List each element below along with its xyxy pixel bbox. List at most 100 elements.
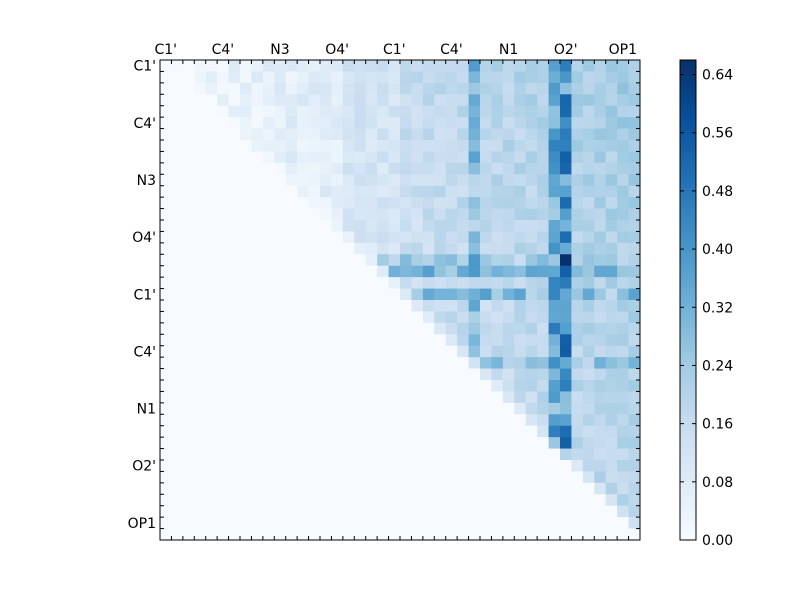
heatmap-cell <box>571 254 584 267</box>
heatmap-cell <box>548 185 561 198</box>
heatmap-cell <box>205 437 218 449</box>
heatmap-cell <box>388 494 401 507</box>
heatmap-cell <box>411 174 424 187</box>
heatmap-cell <box>411 494 424 507</box>
heatmap-cell <box>628 402 641 415</box>
heatmap-cell <box>537 151 549 164</box>
heatmap-cell <box>240 357 252 369</box>
heatmap-cell <box>240 162 252 175</box>
heatmap-cell <box>502 414 515 427</box>
colorbar <box>679 59 697 541</box>
heatmap-cell <box>548 448 561 461</box>
heatmap-cell <box>434 391 447 404</box>
heatmap-cell <box>582 448 595 461</box>
heatmap-cell <box>171 494 184 507</box>
heatmap-cell <box>262 505 275 518</box>
heatmap-cell <box>388 197 401 209</box>
heatmap-cell <box>251 380 264 392</box>
heatmap-cell <box>411 402 424 415</box>
heatmap-cell <box>377 265 389 278</box>
heatmap-cell <box>331 300 344 312</box>
heatmap-cell <box>571 448 584 461</box>
heatmap-cell <box>537 140 549 152</box>
heatmap-cell <box>365 345 378 358</box>
heatmap-cell <box>457 380 469 392</box>
heatmap-cell <box>422 94 435 107</box>
heatmap-cell <box>388 151 401 164</box>
heatmap-cell <box>171 94 184 107</box>
heatmap-cell <box>548 380 561 392</box>
heatmap-cell <box>240 448 252 461</box>
heatmap-cell <box>411 197 424 209</box>
heatmap-cell <box>502 174 515 187</box>
heatmap-cell <box>502 460 515 472</box>
heatmap-cell <box>285 197 298 209</box>
heatmap-cell <box>217 105 229 118</box>
heatmap-cell <box>274 414 287 427</box>
heatmap-cell <box>354 162 367 175</box>
heatmap-cell <box>491 460 504 472</box>
heatmap-cell <box>594 300 607 312</box>
heatmap-cell <box>468 494 481 507</box>
heatmap-cell <box>354 505 367 518</box>
heatmap-cell <box>171 288 184 301</box>
heatmap-cell <box>582 391 595 404</box>
heatmap-cell <box>354 471 367 484</box>
heatmap-cell <box>171 334 184 347</box>
heatmap-cell <box>594 140 607 152</box>
heatmap-cell <box>251 345 264 358</box>
heatmap-cell <box>182 334 195 347</box>
heatmap-cell <box>525 482 538 495</box>
heatmap-cell <box>205 494 218 507</box>
heatmap-cell <box>537 94 549 107</box>
heatmap-cell <box>617 528 629 541</box>
heatmap-cell <box>468 471 481 484</box>
heatmap-cell <box>582 322 595 335</box>
heatmap-cell <box>342 242 355 255</box>
heatmap-cell <box>480 94 492 107</box>
heatmap-cell <box>228 322 241 335</box>
heatmap-cell <box>537 82 549 95</box>
heatmap-cell <box>491 322 504 335</box>
heatmap-cell <box>628 82 641 95</box>
heatmap-cell <box>331 151 344 164</box>
heatmap-cell <box>342 140 355 152</box>
heatmap-cell <box>205 448 218 461</box>
heatmap-cell <box>240 517 252 529</box>
heatmap-cell <box>228 425 241 438</box>
heatmap-cell <box>160 505 172 518</box>
heatmap-cell <box>480 208 492 221</box>
heatmap-cell <box>160 380 172 392</box>
heatmap-cell <box>160 254 172 267</box>
heatmap-cell <box>217 528 229 541</box>
heatmap-cell <box>560 128 572 141</box>
heatmap-cell <box>320 288 332 301</box>
heatmap-cell <box>514 220 527 232</box>
heatmap-cell <box>571 368 584 381</box>
heatmap-cell <box>285 368 298 381</box>
heatmap-cell <box>468 105 481 118</box>
heatmap-cell <box>331 482 344 495</box>
heatmap-cell <box>445 414 458 427</box>
heatmap-cell <box>434 425 447 438</box>
heatmap-cell <box>365 60 378 72</box>
heatmap-cell <box>400 128 412 141</box>
heatmap-cell <box>480 162 492 175</box>
heatmap-cell <box>171 174 184 187</box>
heatmap-cell <box>365 128 378 141</box>
heatmap-cell <box>560 277 572 289</box>
heatmap-cell <box>217 242 229 255</box>
heatmap-cell <box>537 505 549 518</box>
heatmap-cell <box>514 117 527 129</box>
heatmap-cell <box>617 471 629 484</box>
heatmap-cell <box>457 517 469 529</box>
heatmap-cell <box>468 300 481 312</box>
heatmap-cell <box>308 368 321 381</box>
y-tick-label: O4' <box>132 230 156 246</box>
heatmap-cell <box>491 277 504 289</box>
heatmap-cell <box>400 357 412 369</box>
heatmap-cell <box>400 265 412 278</box>
heatmap-cell <box>354 482 367 495</box>
heatmap-cell <box>171 482 184 495</box>
heatmap-cell <box>228 105 241 118</box>
